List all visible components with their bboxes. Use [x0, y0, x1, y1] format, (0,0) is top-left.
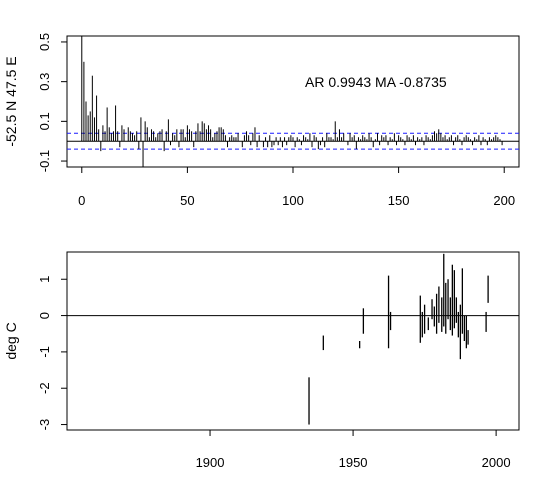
model-annotation: AR 0.9943 MA -0.8735	[305, 74, 447, 90]
plot-frame	[66, 251, 520, 431]
y-tick-label: -0.1	[37, 150, 52, 172]
y-tick-label: -1	[37, 346, 52, 358]
x-tick-label: 150	[388, 193, 410, 208]
x-tick-label: 100	[282, 193, 304, 208]
y-axis-label: -52.5 N 47.5 E	[3, 56, 19, 146]
x-tick-label: 2000	[482, 455, 511, 470]
y-tick-label: 0.5	[37, 33, 52, 51]
y-tick-label: 1	[37, 276, 52, 283]
y-axis-label: deg C	[3, 322, 19, 359]
x-tick-label: 1950	[339, 455, 368, 470]
x-tick-label: 50	[180, 193, 194, 208]
y-tick-label: 0.3	[37, 73, 52, 91]
acf-panel: 0 50 100 150 200 -0.1 0.1 0.3 0.5 -52.5 N 47.5 E A…	[3, 33, 520, 208]
y-tick-label: -3	[37, 419, 52, 431]
anomaly-panel: 1900 1950 2000 -3 -2 -1 0 1 deg C	[3, 251, 520, 470]
y-tick-label: 0.1	[37, 112, 52, 130]
x-tick-label: 0	[78, 193, 85, 208]
x-tick-label: 1900	[196, 455, 225, 470]
y-tick-label: -2	[37, 382, 52, 394]
x-tick-label: 200	[493, 193, 515, 208]
y-tick-label: 0	[37, 312, 52, 319]
plot-frame	[66, 35, 520, 168]
